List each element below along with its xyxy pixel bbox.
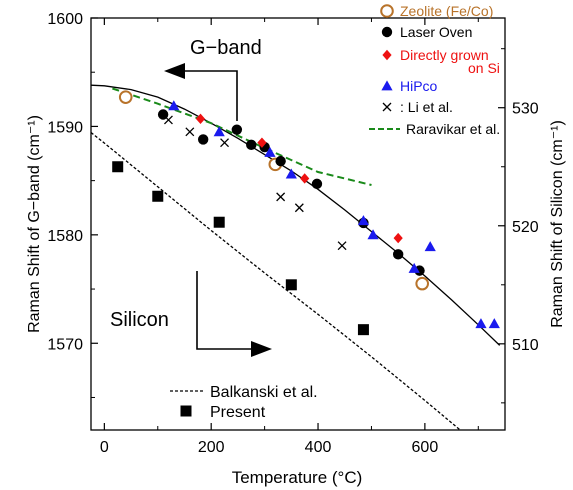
right-y-tick-label: 520 [512,219,539,236]
gband-arrow-head [164,63,185,79]
directly-grown-on-si-point-3 [300,173,310,184]
legend-label-4: HiPco [400,78,438,94]
left-y-tick-label: 1600 [47,11,83,28]
legend-bottom: Balkanski et al. Present [170,384,318,421]
x-tick-label: 600 [412,439,439,456]
hipco-point-10 [488,318,500,329]
hipco-point-1 [168,100,180,111]
legend-label-5: : Li et al. [400,99,453,115]
laser-oven-point-2 [197,134,209,145]
li-et-al-point-6 [337,241,347,251]
left-y-tick-label: 1590 [47,119,83,136]
laser-oven-point-7 [311,178,323,190]
laser-oven-point-4 [246,139,257,151]
silicon-annotation: Silicon [110,309,169,331]
legend-label-6: Raravikar et al. [406,121,500,137]
laser-oven-point-6 [275,155,286,167]
hipco-point-8 [424,241,436,252]
silicon-arrow-line [196,271,252,350]
raravikar-et-al-line [112,87,372,186]
legend-marker-1 [380,4,394,18]
zeolite-fe-co-point-3 [415,276,430,291]
x-tick-label: 0 [100,439,109,456]
legend-label-3: Directly grown [400,47,489,63]
hipco-point-6 [367,229,379,240]
legend-marker-2 [381,26,393,38]
li-et-al-point-1 [163,115,173,125]
legend-marker-3 [382,49,392,61]
present-point-2 [152,190,164,202]
present-point-5 [357,324,369,336]
axis-arrows [164,63,272,357]
balkanski-et-al-line [91,131,462,430]
laser-oven-point-3 [231,124,243,135]
plot-frame [90,17,506,431]
legend-marker-4 [381,80,393,91]
directly-grown-on-si-point-2 [257,137,267,148]
silicon-arrow-head [251,341,272,357]
left-axis-label: Raman Shift of G−band (cm⁻¹) [26,115,43,333]
gband-arrow-line [184,70,238,121]
legend-top: Zeolite (Fe/Co) Laser Oven Directly growno… [369,3,500,137]
hipco-point-2 [213,126,225,137]
directly-grown-on-si-point-1 [195,113,206,125]
hipco-point-4 [285,168,297,179]
laser-oven-point-9 [392,249,404,260]
right-y-tick-label: 510 [512,337,539,354]
hipco-point-3 [264,146,276,157]
gband-annotation: G−band [190,37,262,59]
left-y-tick-label: 1570 [47,336,83,353]
hipco-point-9 [475,318,487,329]
x-tick-label: 400 [305,439,332,456]
left-y-tick-label: 1580 [47,228,83,245]
right-axis-label: Raman Shift of Silicon (cm⁻¹) [549,120,566,328]
legend-balkanski-label: Balkanski et al. [210,384,318,401]
directly-grown-on-si-point-4 [393,232,403,244]
x-axis-label: Temperature (°C) [232,468,363,487]
li-et-al-point-4 [276,192,286,202]
legend-present-label: Present [210,404,266,421]
hipco-point-5 [357,215,370,226]
axis-ticks: 0 200 400 600 1570 1580 1590 1600 510 520 530 [47,11,538,456]
legend-marker-5 [382,102,392,112]
legend-label-3-line2: on Si [468,60,500,76]
li-et-al-point-2 [185,127,195,137]
right-y-tick-label: 530 [512,101,539,118]
present-point-1 [112,161,124,173]
data-points [112,90,500,336]
present-point-4 [285,279,297,291]
x-tick-label: 200 [198,439,225,456]
li-et-al-point-3 [220,138,230,148]
zeolite-fe-co-point-1 [118,90,133,104]
legend-label-1: Zeolite (Fe/Co) [400,3,493,19]
legend-present-marker [180,405,192,417]
present-point-3 [213,216,225,228]
li-et-al-point-5 [294,203,304,213]
hipco-point-7 [408,262,420,273]
legend-label-2: Laser Oven [400,24,472,40]
